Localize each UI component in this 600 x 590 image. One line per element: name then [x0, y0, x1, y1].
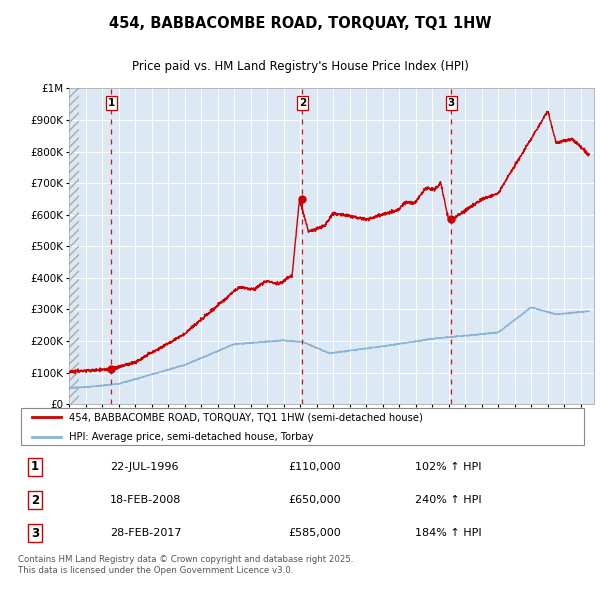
Text: £585,000: £585,000: [289, 528, 341, 538]
Text: 102% ↑ HPI: 102% ↑ HPI: [415, 462, 482, 472]
Text: 454, BABBACOMBE ROAD, TORQUAY, TQ1 1HW: 454, BABBACOMBE ROAD, TORQUAY, TQ1 1HW: [109, 17, 491, 31]
Bar: [69, 88, 79, 404]
Text: 18-FEB-2008: 18-FEB-2008: [110, 495, 181, 505]
Text: 1: 1: [31, 460, 39, 474]
Text: 2: 2: [299, 98, 306, 108]
FancyBboxPatch shape: [21, 408, 584, 445]
Text: Contains HM Land Registry data © Crown copyright and database right 2025.
This d: Contains HM Land Registry data © Crown c…: [18, 555, 353, 575]
Text: 1: 1: [107, 98, 115, 108]
Text: 28-FEB-2017: 28-FEB-2017: [110, 528, 181, 538]
Text: 22-JUL-1996: 22-JUL-1996: [110, 462, 178, 472]
Text: 3: 3: [448, 98, 455, 108]
Text: 3: 3: [31, 526, 39, 540]
Text: HPI: Average price, semi-detached house, Torbay: HPI: Average price, semi-detached house,…: [70, 432, 314, 441]
Text: Price paid vs. HM Land Registry's House Price Index (HPI): Price paid vs. HM Land Registry's House …: [131, 60, 469, 73]
Text: 240% ↑ HPI: 240% ↑ HPI: [415, 495, 482, 505]
Text: 184% ↑ HPI: 184% ↑ HPI: [415, 528, 482, 538]
Text: £110,000: £110,000: [289, 462, 341, 472]
Text: 454, BABBACOMBE ROAD, TORQUAY, TQ1 1HW (semi-detached house): 454, BABBACOMBE ROAD, TORQUAY, TQ1 1HW (…: [70, 412, 423, 422]
Text: £650,000: £650,000: [289, 495, 341, 505]
Text: 2: 2: [31, 493, 39, 507]
